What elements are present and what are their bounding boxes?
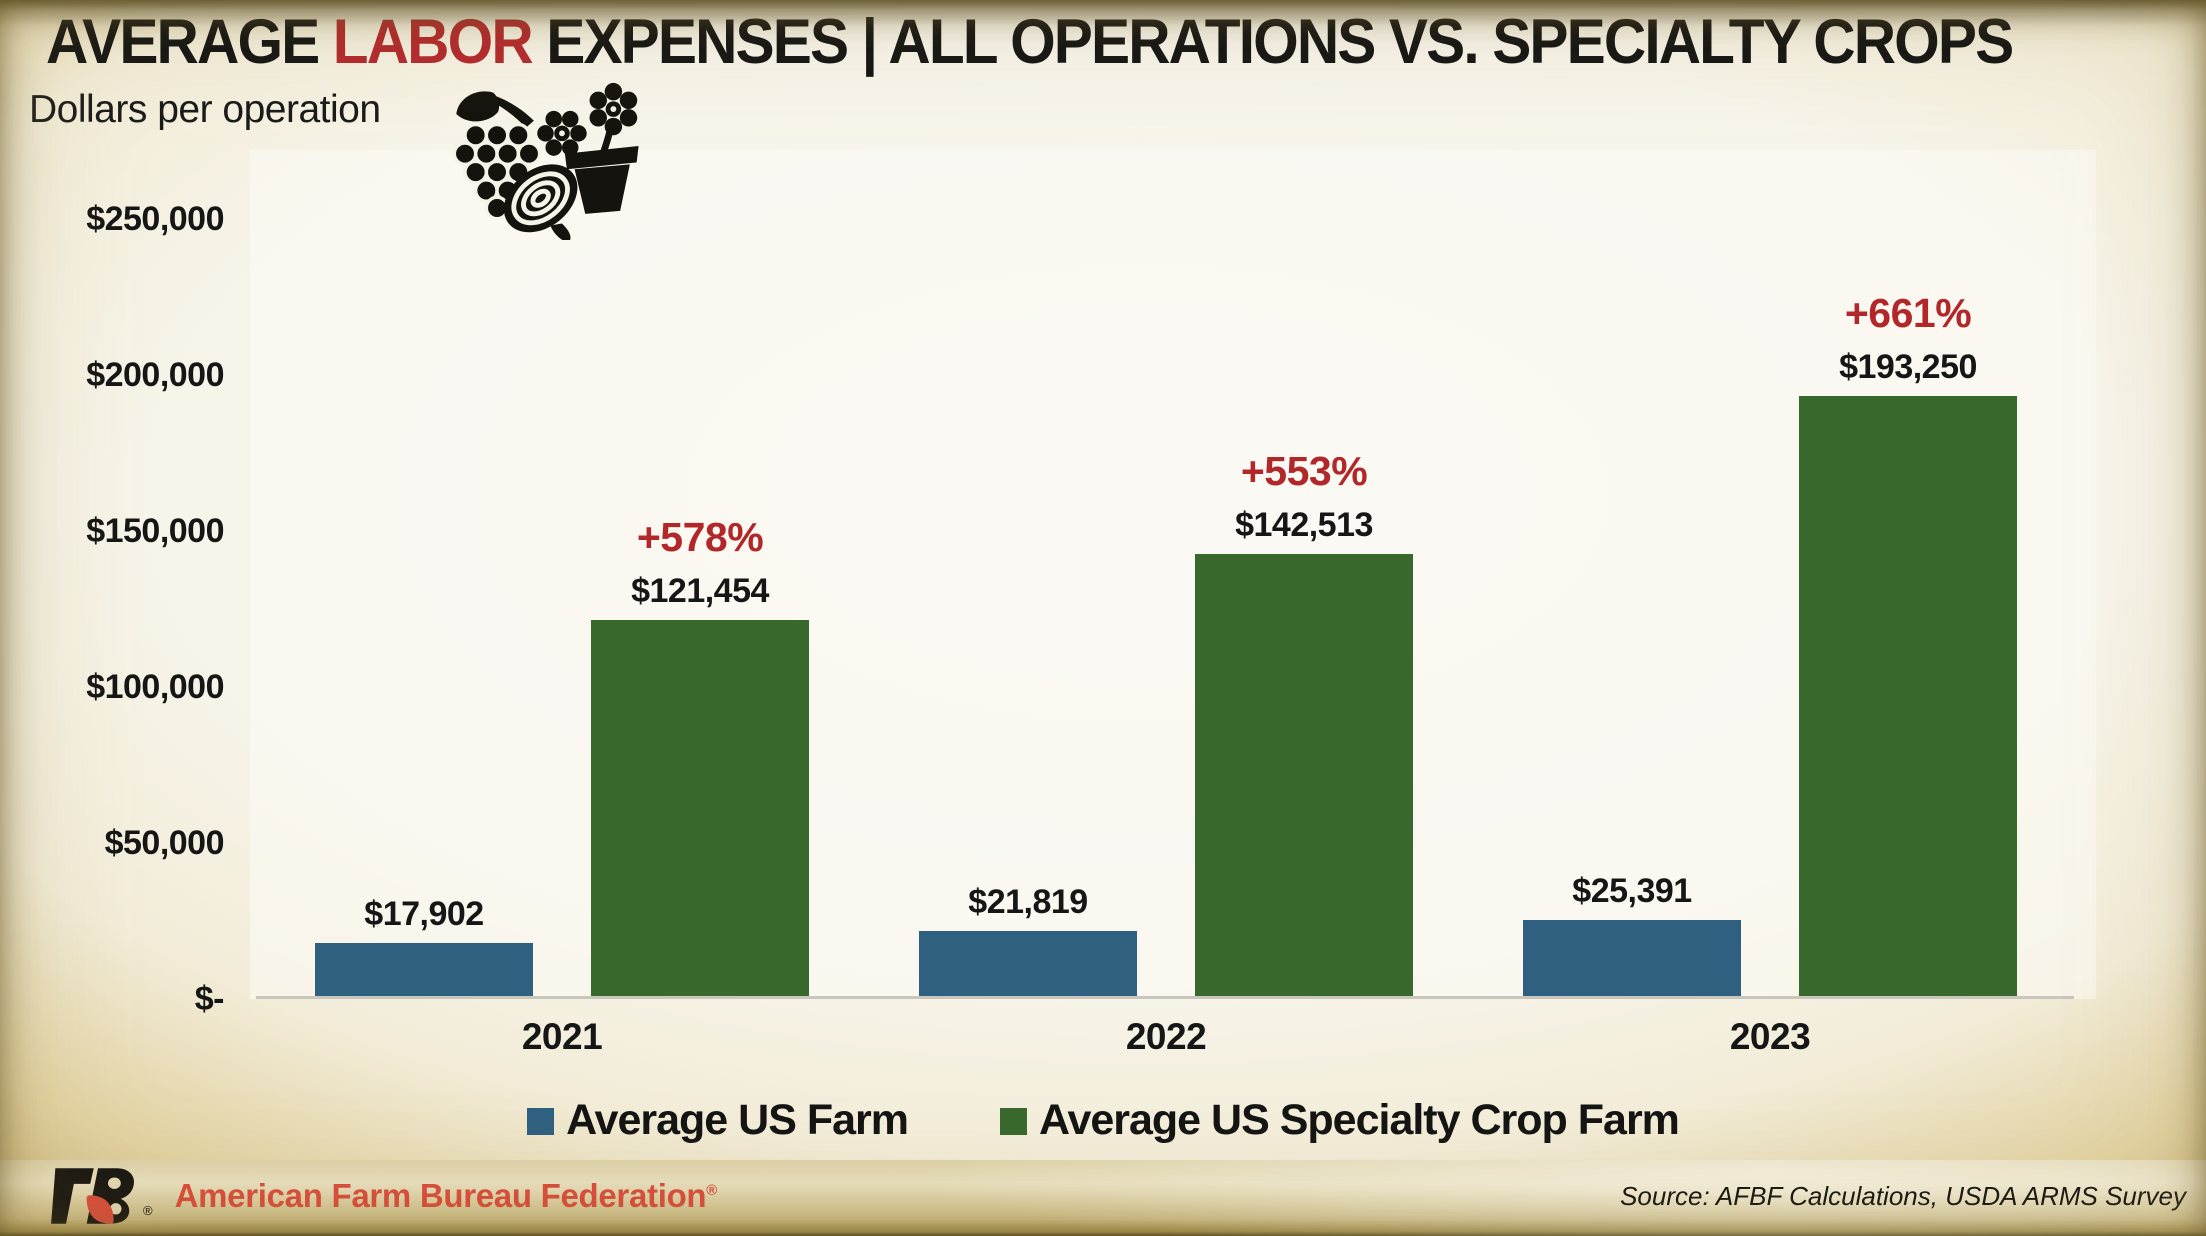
bar-value-label: $25,391 [1572,872,1692,910]
legend-label: Average US Farm [566,1096,909,1144]
pct-change-label: +553% [1240,448,1368,494]
small-flower-icon [537,110,587,156]
legend-swatch [999,1108,1027,1135]
bar-group-2021: $17,902 +578% $121,454 [315,517,809,999]
pct-change-label: +578% [636,514,764,560]
bar-rect [591,620,809,999]
legend: Average US Farm Average US Specialty Crop… [0,1096,2206,1145]
bar-column: $17,902 [315,897,533,999]
x-axis: 2021 2022 2023 [260,1016,2072,1058]
y-tick-label: $50,000 [104,824,225,862]
chart-subtitle: Dollars per operation [29,88,381,131]
legend-swatch [527,1108,555,1135]
year-label: 2022 [1125,1016,1207,1057]
bar-value-label: $121,454 [631,572,769,610]
x-axis-line [256,996,2074,999]
y-tick-label: $- [194,980,225,1018]
plot-background [250,150,2096,999]
afbf-fb-logo-icon [51,1168,134,1224]
legend-label: Average US Specialty Crop Farm [1038,1096,1680,1144]
bar-value-label: $17,902 [364,895,484,933]
bar-column: $25,391 [1523,874,1741,999]
footer: ® American Farm Bureau Federation® Sourc… [0,1160,2206,1236]
logo-registered-mark: ® [143,1203,153,1218]
bar-group-2023: $25,391 +661% $193,250 [1523,293,2017,999]
y-axis: $250,000 $200,000 $150,000 $100,000 $50,000 $… [0,0,224,1236]
bar-rect [1523,920,1741,999]
y-tick-label: $100,000 [86,668,224,706]
bar-group-2022: $21,819 +553% $142,513 [919,451,1413,999]
brand-block: ® American Farm Bureau Federation® [42,1164,717,1228]
bar-rect [1799,396,2017,999]
legend-item: Average US Farm [527,1096,909,1145]
pct-change-label: +661% [1844,290,1972,336]
bar-value-label: $193,250 [1839,348,1977,386]
bar-column: $21,819 [919,885,1137,999]
bar-column: +661% $193,250 [1799,293,2017,999]
grape-leaf-icon [456,91,534,128]
y-tick-label: $250,000 [86,200,224,238]
year-label: 2021 [521,1016,603,1057]
specialty-crops-icon [452,82,639,240]
bar-value-label: $21,819 [968,883,1088,921]
bar-rect [1195,554,1413,999]
legend-item: Average US Specialty Crop Farm [999,1096,1680,1145]
bar-rect [315,943,533,999]
plot-area: $17,902 +578% $121,454 $21,819 +553% $142,513… [260,0,2072,999]
onion-icon [503,164,578,240]
top-edge-shading [0,0,2206,26]
source-note: Source: AFBF Calculations, USDA ARMS Sur… [1620,1180,2186,1211]
bar-column: +553% $142,513 [1195,451,1413,999]
year-label: 2023 [1729,1016,1811,1057]
brand-text: American Farm Bureau Federation [174,1177,707,1214]
bar-column: +578% $121,454 [591,517,809,999]
bar-rect [919,931,1137,999]
brand-registered-mark: ® [706,1182,718,1199]
bar-value-label: $142,513 [1235,506,1373,544]
y-tick-label: $150,000 [86,512,224,550]
brand-name: American Farm Bureau Federation® [174,1177,718,1215]
y-tick-label: $200,000 [86,356,224,394]
